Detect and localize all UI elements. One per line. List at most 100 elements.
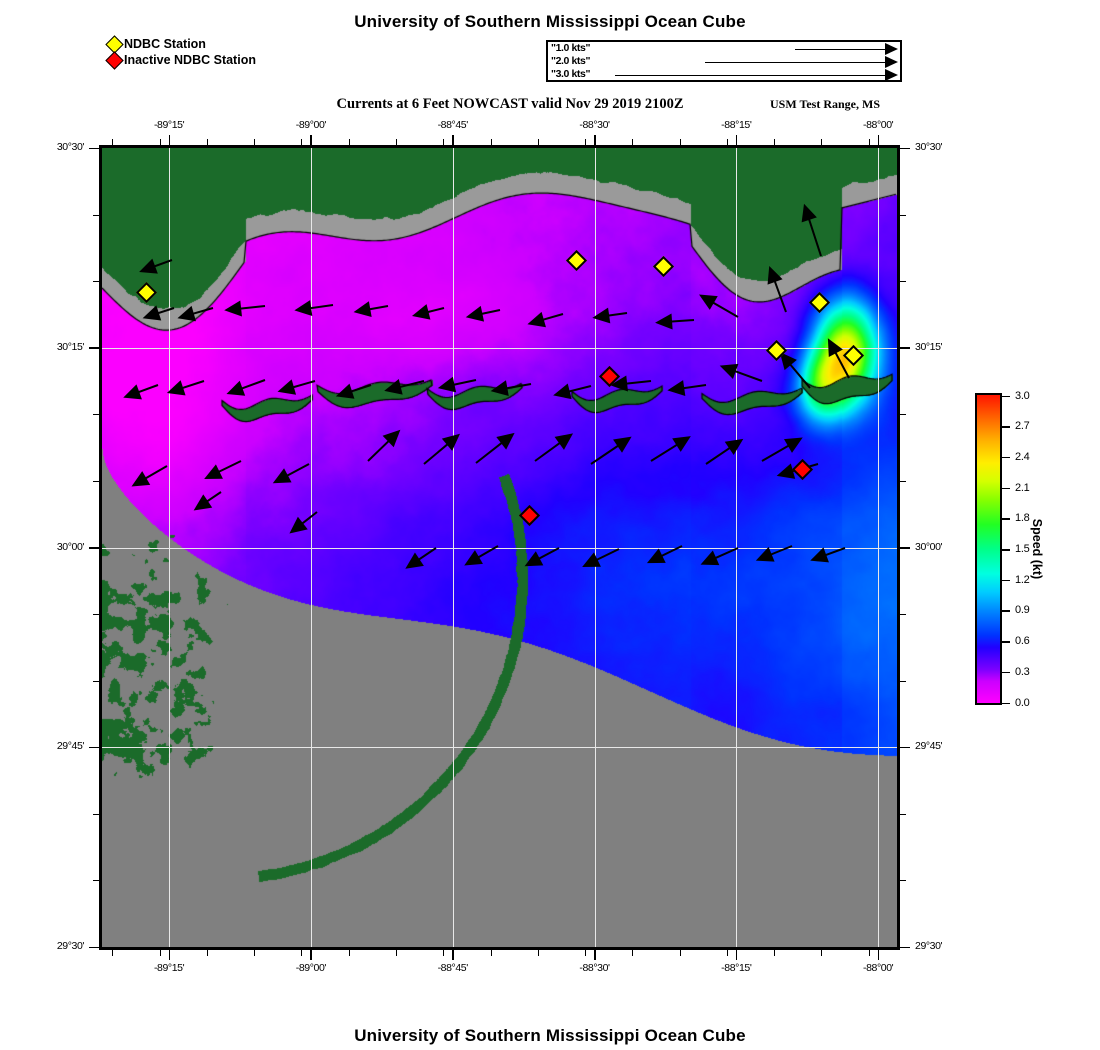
- axis-tick-minor: [900, 813, 906, 815]
- axis-tick-minor: [93, 214, 99, 216]
- current-vector-arrow: [650, 429, 695, 462]
- axis-tick-minor: [206, 139, 208, 145]
- current-vector-arrow: [716, 358, 763, 383]
- colorbar-tick: [1002, 487, 1010, 490]
- station-marker-inactive[interactable]: [519, 504, 541, 526]
- current-vector-arrow: [520, 546, 560, 573]
- axis-tick-minor: [159, 139, 161, 145]
- arrow-head-icon: [223, 300, 242, 319]
- x-axis-label-bottom-3: -88°30': [579, 962, 610, 974]
- axis-tick-minor: [537, 950, 539, 956]
- vector-shaft: [705, 446, 732, 466]
- axis-tick-minor: [900, 680, 906, 682]
- station-marker-active[interactable]: [136, 282, 158, 304]
- vector-shaft: [682, 383, 707, 389]
- current-vector-arrow: [590, 307, 627, 326]
- station-marker-inactive[interactable]: [792, 458, 814, 481]
- current-vector-arrow: [697, 546, 739, 572]
- axis-tick-minor: [679, 950, 681, 956]
- y-axis-label-right-3: 29°45': [915, 740, 943, 753]
- arrow-head-icon: [612, 430, 637, 454]
- vector-scale-row: "1.0 kts": [548, 42, 900, 55]
- colorbar-tick-label-10: 0.0: [1015, 696, 1030, 709]
- axis-tick-minor: [348, 139, 350, 145]
- vector-shaft: [567, 385, 592, 393]
- arrow-head-icon: [783, 430, 807, 454]
- axis-tick-minor: [774, 950, 776, 956]
- current-vector-arrow: [807, 546, 846, 568]
- axis-tick-minor: [537, 139, 539, 145]
- y-axis-label-right-1: 30°15': [915, 340, 943, 353]
- axis-tick-minor: [868, 139, 870, 145]
- colorbar-tick: [1002, 702, 1010, 704]
- vector-shaft: [308, 303, 333, 309]
- vector-shaft: [191, 307, 214, 315]
- vector-shaft: [205, 490, 222, 503]
- arrow-head-icon: [654, 313, 673, 331]
- station-marker-active[interactable]: [653, 255, 675, 277]
- arrow-head-icon: [885, 56, 898, 68]
- vector-shaft: [711, 301, 739, 319]
- arrow-head-icon: [554, 427, 578, 451]
- axis-tick-minor: [726, 139, 728, 145]
- colorbar-tick: [1002, 671, 1010, 674]
- axis-tick-minor: [93, 281, 99, 283]
- vector-shaft: [217, 460, 242, 474]
- chart-subtitle: Currents at 6 Feet NOWCAST valid Nov 29 …: [336, 96, 684, 112]
- axis-tick-major: [452, 950, 454, 960]
- colorbar-tick: [1002, 610, 1010, 612]
- current-vector-arrow: [139, 305, 174, 326]
- current-vector-arrow: [489, 379, 532, 399]
- station-marker-active[interactable]: [565, 249, 588, 271]
- vector-shaft: [808, 217, 823, 257]
- vector-shaft: [479, 309, 500, 316]
- vector-shaft: [670, 318, 695, 323]
- vector-scale-label-1: "1.0 kts": [551, 42, 591, 54]
- arrow-head-icon: [139, 305, 161, 326]
- arrow-head-icon: [292, 299, 312, 318]
- arrow-head-icon: [695, 287, 718, 311]
- colorbar-tick-label-3: 2.1: [1015, 481, 1030, 494]
- axis-tick-minor: [900, 214, 906, 216]
- current-vector-arrow: [292, 299, 333, 318]
- current-vector-arrow: [400, 546, 437, 575]
- arrow-head-icon: [666, 379, 686, 398]
- vector-shaft: [239, 305, 266, 310]
- colorbar-tick: [1002, 395, 1010, 397]
- vector-shaft: [541, 313, 564, 322]
- x-axis-label-bottom-1: -89°00': [295, 962, 327, 974]
- current-vector-arrow: [773, 346, 811, 389]
- arrow-head-icon: [551, 383, 572, 404]
- current-vector-arrow: [333, 383, 371, 404]
- vector-shaft: [537, 546, 560, 560]
- arrow-head-icon: [671, 429, 695, 453]
- axis-tick-minor: [93, 414, 99, 416]
- colorbar-tick-label-5: 1.5: [1015, 543, 1030, 555]
- axis-tick-minor: [112, 950, 114, 956]
- arrow-head-icon: [807, 546, 830, 568]
- axis-tick-minor: [900, 281, 906, 283]
- arrow-head-icon: [136, 258, 158, 280]
- x-axis-label-bottom-0: -89°15': [153, 962, 185, 974]
- x-axis-label-4: -88°15': [721, 119, 752, 131]
- current-vector-arrow: [268, 463, 310, 491]
- vector-shaft: [426, 307, 445, 313]
- vector-shaft: [705, 62, 885, 63]
- axis-tick-major: [900, 547, 910, 549]
- vector-shaft: [368, 305, 389, 311]
- station-marker-active[interactable]: [808, 292, 831, 314]
- axis-tick-minor: [93, 480, 99, 482]
- y-axis-label-0: 30°30': [56, 141, 85, 153]
- current-vector-arrow: [761, 263, 787, 313]
- map-plot-area[interactable]: [99, 145, 900, 950]
- current-vector-arrow: [367, 424, 407, 462]
- current-vector-arrow: [608, 375, 651, 394]
- vector-shaft: [136, 383, 158, 393]
- axis-tick-minor: [679, 139, 681, 145]
- diamond-icon: [105, 50, 124, 70]
- x-axis-label-0: -89°15': [153, 119, 185, 131]
- current-vector-arrow: [200, 460, 242, 487]
- current-vector-arrow: [164, 380, 204, 401]
- arrow-head-icon: [773, 463, 795, 484]
- axis-tick-minor: [159, 950, 161, 956]
